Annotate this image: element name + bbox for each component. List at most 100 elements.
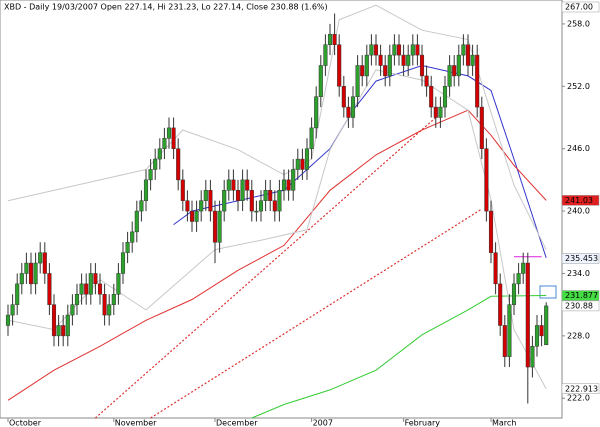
candle-body — [240, 179, 245, 201]
y-tick-label: 234.0 — [567, 269, 590, 278]
indicator-line — [7, 109, 547, 401]
candle-body — [51, 304, 57, 337]
candle-body — [530, 346, 535, 368]
candle-body — [484, 148, 489, 212]
y-tick-label: 252.0 — [567, 82, 590, 91]
candle-body — [475, 54, 480, 108]
candle-body — [171, 127, 176, 149]
candle-body — [378, 54, 383, 66]
candle-body — [442, 86, 448, 108]
candle-body — [222, 190, 227, 212]
candle-body — [360, 65, 365, 77]
candle-body — [332, 34, 337, 45]
candle-body — [148, 169, 153, 181]
candle-body — [139, 200, 144, 212]
candle-body — [33, 262, 38, 285]
candle-body — [314, 96, 319, 129]
candle-body — [456, 54, 461, 77]
candle-body — [208, 190, 213, 212]
candle-body — [24, 262, 29, 274]
candle-body — [461, 44, 466, 56]
candle-body — [383, 65, 388, 77]
candle-body — [539, 325, 544, 337]
candle-body — [217, 210, 222, 243]
candle-body — [10, 304, 15, 316]
price-annotation: 241.03 — [565, 196, 593, 205]
candle-body — [15, 283, 20, 305]
price-annotation: 230.88 — [565, 301, 593, 310]
candle-body — [337, 44, 342, 87]
candle-body — [429, 86, 434, 108]
candle-body — [120, 252, 126, 274]
price-annotation-box — [561, 1, 600, 13]
candle-body — [350, 96, 356, 118]
candle-body — [465, 44, 471, 66]
candle-body — [502, 325, 507, 357]
candle-body — [143, 179, 149, 201]
candle-body — [516, 273, 521, 285]
candle-body — [419, 54, 425, 77]
candle-body — [387, 54, 392, 77]
candle-body — [84, 283, 89, 295]
candle-body — [111, 294, 116, 305]
candle-body — [424, 75, 429, 87]
candle-body — [166, 127, 172, 139]
x-tick-label: March — [492, 419, 516, 427]
candle-body — [130, 231, 135, 243]
price-annotation: 267.00 — [565, 3, 593, 12]
candle-body — [97, 283, 103, 295]
candle-body — [507, 304, 512, 357]
candle-body — [199, 200, 204, 212]
candle-body — [61, 325, 66, 337]
candle-body — [493, 252, 498, 285]
x-tick-label: November — [115, 419, 157, 427]
candle-body — [70, 304, 75, 316]
candle-body — [212, 210, 218, 243]
candle-body — [56, 325, 61, 337]
candle-body — [452, 65, 457, 77]
candle-body — [268, 190, 273, 201]
x-tick-label: December — [216, 419, 258, 427]
price-annotation-box — [561, 253, 600, 264]
price-annotation-box — [561, 383, 600, 395]
candle-body — [415, 44, 420, 56]
candle-body — [245, 179, 250, 191]
indicator-line — [173, 64, 547, 259]
candle-body — [258, 200, 264, 212]
candle-body — [38, 252, 43, 264]
price-annotation: 231.877 — [565, 291, 598, 300]
y-tick-label: 258.0 — [567, 19, 590, 28]
candle-body — [401, 54, 406, 66]
candle-body — [125, 242, 130, 253]
candle-body — [47, 273, 52, 305]
candle-body — [235, 190, 241, 201]
candle-body — [249, 190, 254, 212]
candle-body — [286, 179, 291, 191]
candle-body — [406, 54, 411, 66]
candle-body — [272, 200, 277, 212]
candle-body — [102, 294, 107, 316]
candle-body — [194, 210, 199, 222]
candle-body — [410, 44, 415, 56]
price-annotation-box — [561, 195, 600, 206]
candle-body — [544, 305, 549, 346]
candle-body — [231, 179, 236, 191]
candle-body — [396, 44, 402, 56]
candle-body — [162, 138, 167, 149]
price-annotation-box — [561, 290, 600, 301]
candle-body — [203, 190, 208, 201]
candle-body — [341, 86, 346, 108]
candle-body — [180, 179, 185, 201]
x-tick-label: 2007 — [313, 419, 333, 427]
candle-body — [521, 262, 526, 274]
candle-body — [74, 294, 80, 305]
candle-body — [433, 106, 438, 118]
candle-body — [134, 210, 139, 233]
candle-body — [157, 148, 162, 160]
candle-body — [373, 44, 379, 56]
candle-body — [176, 148, 181, 181]
candle-body — [488, 210, 494, 253]
y-tick-label: 228.0 — [567, 331, 590, 340]
